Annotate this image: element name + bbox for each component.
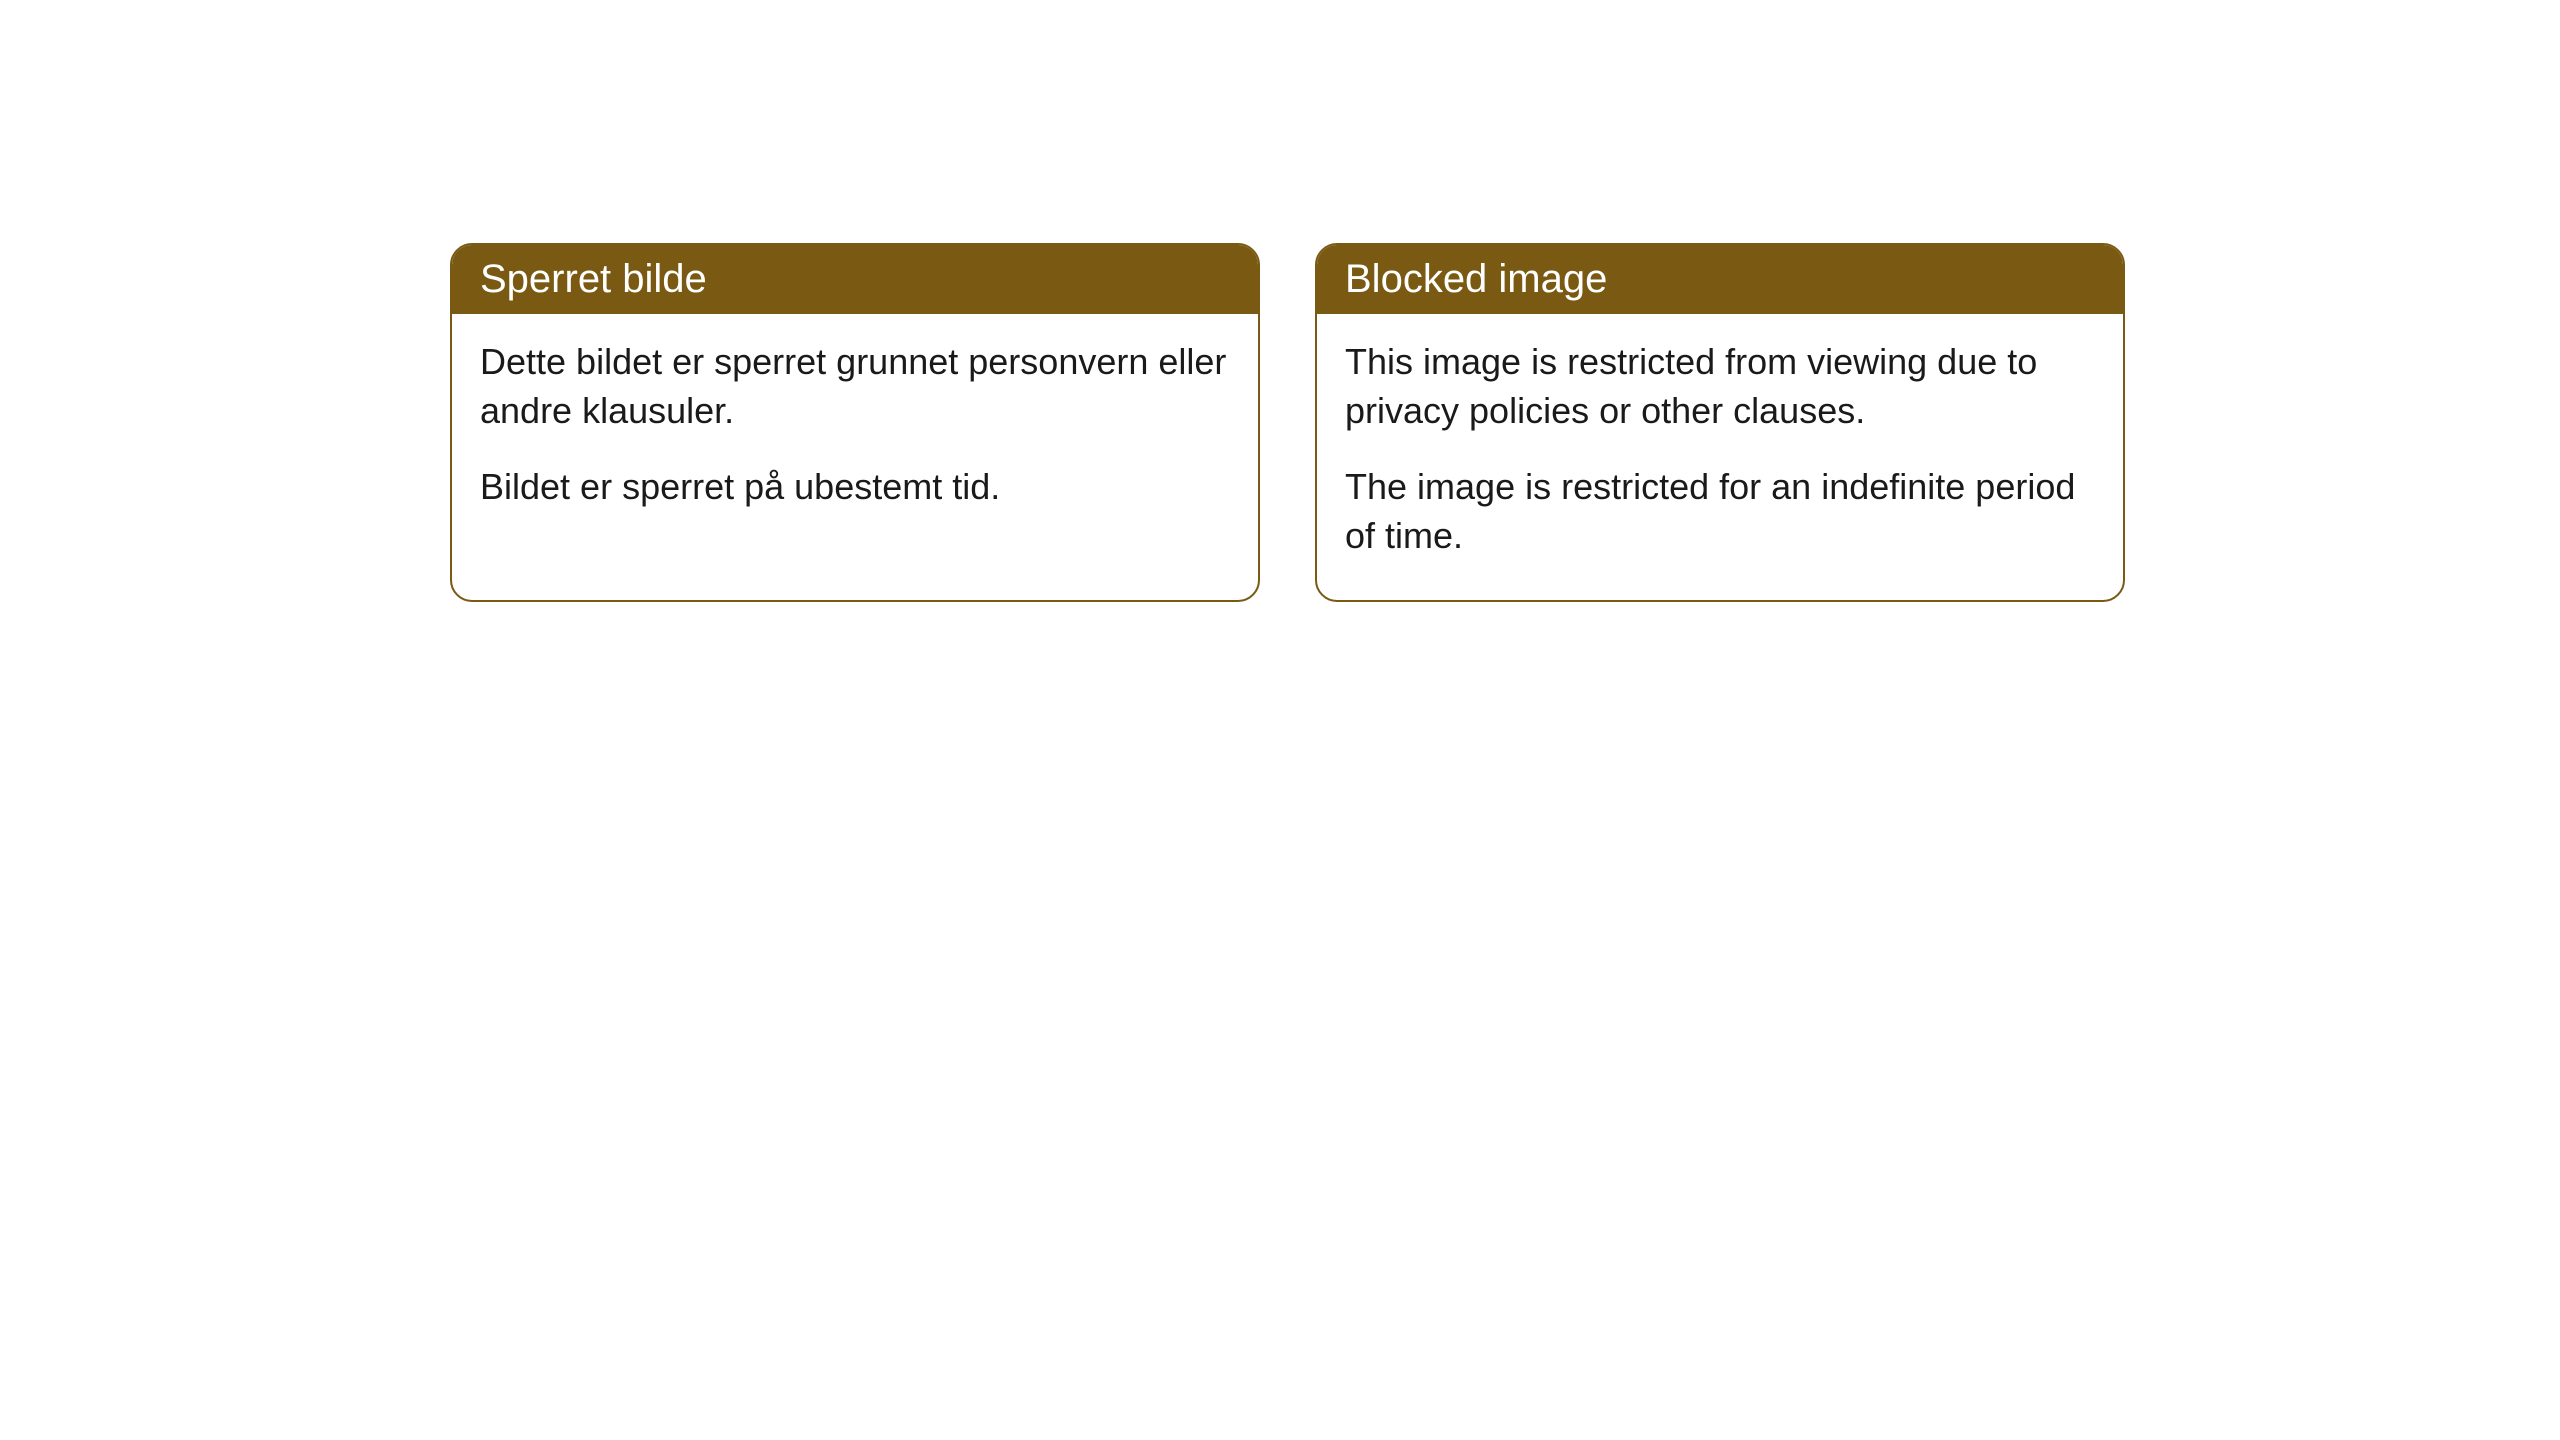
notice-card-norwegian: Sperret bilde Dette bildet er sperret gr… <box>450 243 1260 602</box>
card-header-english: Blocked image <box>1317 245 2123 314</box>
notice-text-1: This image is restricted from viewing du… <box>1345 338 2095 435</box>
notice-text-2: The image is restricted for an indefinit… <box>1345 463 2095 560</box>
notice-text-2: Bildet er sperret på ubestemt tid. <box>480 463 1230 512</box>
notice-cards-container: Sperret bilde Dette bildet er sperret gr… <box>450 243 2560 602</box>
notice-card-english: Blocked image This image is restricted f… <box>1315 243 2125 602</box>
card-header-norwegian: Sperret bilde <box>452 245 1258 314</box>
card-body-english: This image is restricted from viewing du… <box>1317 314 2123 600</box>
notice-text-1: Dette bildet er sperret grunnet personve… <box>480 338 1230 435</box>
card-body-norwegian: Dette bildet er sperret grunnet personve… <box>452 314 1258 552</box>
